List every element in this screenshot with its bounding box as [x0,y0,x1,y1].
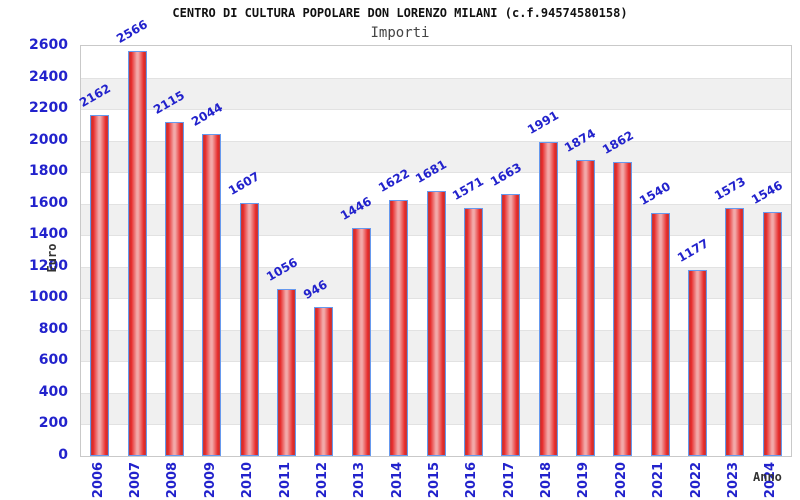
bar-value-label: 1177 [675,236,711,265]
x-axis-title: Anno [753,470,782,484]
y-tick-label: 2200 [29,100,68,116]
x-tick-label: 2012 [315,461,330,499]
y-tick-label: 0 [58,447,68,463]
bar-2013 [352,228,371,456]
bar-2021 [651,213,670,456]
y-tick-label: 800 [38,321,68,337]
bar-2006 [90,115,109,456]
bar-2008 [165,122,184,456]
y-tick-label: 2400 [29,69,68,85]
x-tick-label: 2013 [352,461,367,499]
y-tick-label: 1600 [29,195,68,211]
chart-title: CENTRO DI CULTURA POPOLARE DON LORENZO M… [172,6,628,20]
plot-band [81,140,791,173]
bar-2009 [202,134,221,456]
bar-2020 [613,162,632,456]
y-tick-label: 2000 [29,132,68,148]
gridline [81,77,791,79]
x-tick-label: 2015 [427,461,442,499]
x-tick-label: 2017 [502,461,517,499]
bar-value-label: 1573 [712,174,748,203]
x-tick-label: 2016 [464,461,479,499]
bar-2018 [539,142,558,456]
x-tick-label: 2014 [390,461,405,499]
x-tick-label: 2010 [240,461,255,499]
bar-value-label: 1991 [525,108,561,137]
y-tick-label: 1800 [29,163,68,179]
bar-value-label: 1607 [226,169,262,198]
gridline [81,140,791,142]
y-tick-label: 1200 [29,258,68,274]
bar-2007 [128,51,147,456]
x-tick-label: 2021 [651,461,666,499]
gridline [81,109,791,111]
bar-2017 [501,194,520,456]
y-tick-label: 200 [38,415,68,431]
y-tick-label: 600 [38,352,68,368]
y-tick-label: 1000 [29,289,68,305]
chart-subtitle: Importi [370,25,430,41]
x-axis: 2006 2007 2008 2009 2010 2011 2012 2013 2014 2015… [80,455,790,500]
x-tick-label: 2022 [689,461,704,499]
bar-2024 [763,212,782,456]
bar-value-label: 2566 [114,17,150,46]
gridline [81,172,791,174]
bar-2016 [464,208,483,456]
x-tick-label: 2008 [165,461,180,499]
x-tick-label: 2007 [128,461,143,499]
x-tick-label: 2011 [278,461,293,499]
x-tick-label: 2006 [91,461,106,499]
y-axis-title: Euro [45,243,59,273]
x-tick-label: 2023 [726,461,741,499]
plot-band [81,77,791,110]
y-tick-label: 400 [38,384,68,400]
plot-area: 2162 2566 2115 2044 1607 1056 946 1446 1622 1681 1… [77,17,792,457]
bar-2011 [277,289,296,456]
bar-2012 [314,307,333,456]
bar-2015 [427,191,446,456]
bar-2019 [576,160,595,456]
y-tick-label: 2600 [29,37,68,53]
bar-value-label: 1571 [450,174,486,203]
bar-2023 [725,208,744,456]
y-tick-label: 1400 [29,226,68,242]
x-tick-label: 2009 [203,461,218,499]
bar-value-label: 1546 [749,178,785,207]
bar-2022 [688,270,707,456]
y-axis: 0 200 400 600 800 1000 1200 1400 1600 1800 2000 220… [0,37,74,463]
x-tick-label: 2020 [614,461,629,499]
bar-2010 [240,203,259,456]
x-tick-label: 2019 [576,461,591,499]
x-tick-label: 2018 [539,461,554,499]
bar-2014 [389,200,408,456]
